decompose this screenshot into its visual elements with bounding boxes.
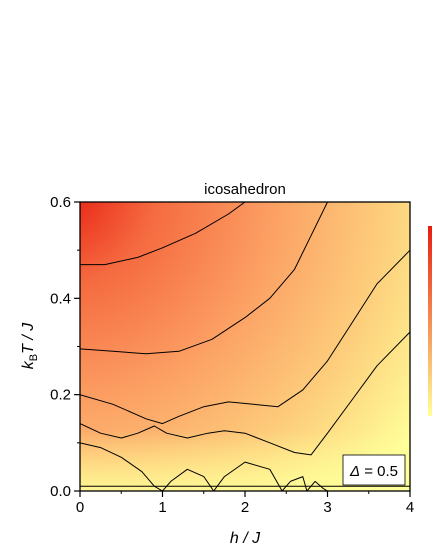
annotation-text: Δ = 0.5 <box>349 463 398 480</box>
y-axis: 0.0 0.2 0.4 0.6 <box>50 194 80 500</box>
y-axis-label-k: k <box>20 360 37 369</box>
x-tick-label-4: 4 <box>406 499 414 516</box>
y-tick-label-0.4: 0.4 <box>50 290 71 307</box>
y-axis-label: kBT / J <box>20 322 40 369</box>
contour-c5 <box>80 331 410 456</box>
annotation-delta: Δ <box>349 463 360 480</box>
chart-title: icosahedron <box>204 181 286 198</box>
x-axis: 0 1 2 3 4 <box>76 491 414 516</box>
contour-c2 <box>80 202 246 266</box>
x-tick-label-2: 2 <box>241 499 249 516</box>
contour-c3 <box>80 202 328 355</box>
colorbar-strip <box>428 226 432 416</box>
contour-c6 <box>80 442 328 491</box>
y-axis-label-subscript: B <box>28 354 40 361</box>
x-tick-label-3: 3 <box>323 499 331 516</box>
annotation-box <box>342 454 406 486</box>
y-tick-label-0.0: 0.0 <box>50 483 71 500</box>
plot-area <box>79 201 411 492</box>
contour-c4 <box>80 249 410 425</box>
delta-annotation: Δ = 0.5 <box>342 454 406 486</box>
x-axis-label: h / J <box>230 530 261 547</box>
x-tick-label-0: 0 <box>76 499 84 516</box>
x-tick-label-1: 1 <box>158 499 166 516</box>
annotation-value: = 0.5 <box>360 463 398 480</box>
y-tick-label-0.6: 0.6 <box>50 194 71 211</box>
y-tick-label-0.2: 0.2 <box>50 387 71 404</box>
y-axis-label-rest: T / J <box>20 322 37 354</box>
contour-lines <box>80 202 410 491</box>
